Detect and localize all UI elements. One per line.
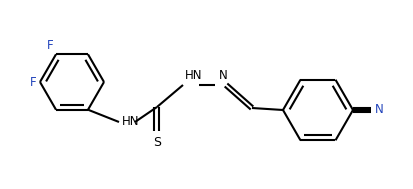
Text: F: F <box>47 39 54 52</box>
Text: HN: HN <box>122 115 139 129</box>
Text: S: S <box>153 136 161 149</box>
Text: F: F <box>30 75 37 88</box>
Text: HN: HN <box>185 69 202 82</box>
Text: N: N <box>374 104 383 116</box>
Text: N: N <box>218 69 227 82</box>
